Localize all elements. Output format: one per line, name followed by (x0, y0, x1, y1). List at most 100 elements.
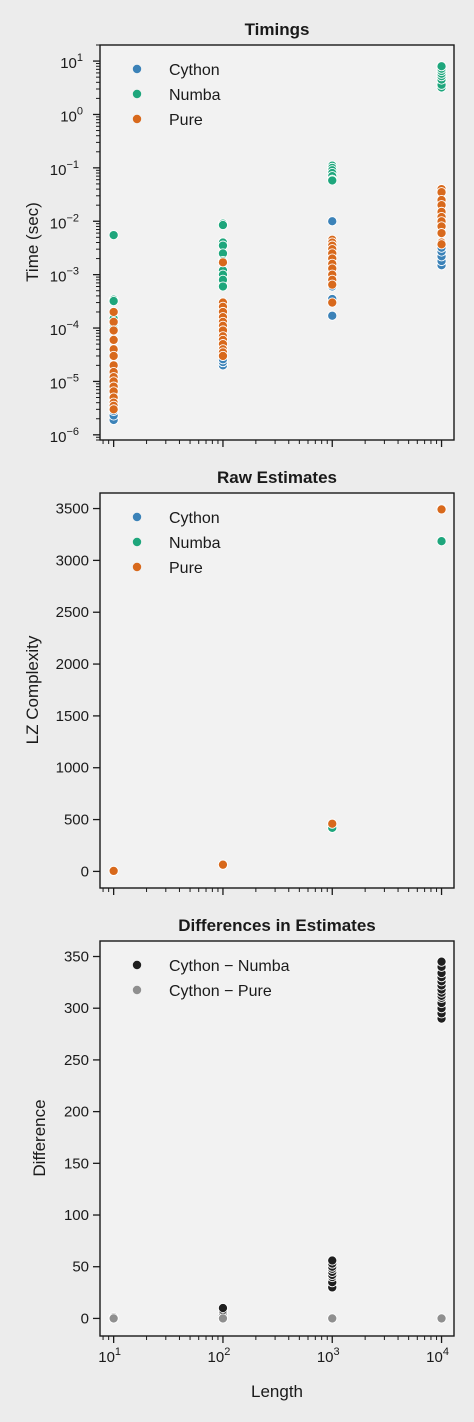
differences-in-estimates-y-tick-label: 50 (72, 1259, 89, 1276)
raw-estimates-point-pure (108, 865, 119, 876)
differences-in-estimates-x-tick-label: 102 (208, 1346, 231, 1366)
timings-y-tick-label: 10−4 (50, 319, 79, 339)
timings-y-tick-label: 10−6 (50, 426, 79, 446)
timings-panel: Timings Time (sec) 10−6 10−5 10−4 10−3 10−2 1… (23, 20, 455, 447)
timings-y-tick-label: 10−3 (50, 266, 79, 286)
timings-legend-label: Cython (169, 62, 220, 79)
differences-in-estimates-point-cython-numba (327, 1255, 338, 1266)
raw-estimates-points (108, 503, 447, 876)
timings-y-axis-label: Time (sec) (23, 202, 42, 282)
differences-in-estimates-x-tick-label: 104 (426, 1346, 449, 1366)
timings-point-numba (108, 296, 119, 307)
timings-legend-label: Pure (169, 112, 203, 129)
raw-estimates-legend-marker (132, 562, 142, 572)
differences-frame (99, 940, 455, 1337)
raw-estimates-point-pure (217, 859, 229, 870)
timings-y-tick-label: 10−1 (50, 159, 79, 179)
timings-point-numba (217, 219, 229, 231)
timings-point-pure (108, 350, 119, 362)
timings-point-numba (327, 175, 338, 186)
timings-point-pure (108, 325, 119, 336)
timings-frame (99, 44, 455, 441)
timings-title: Timings (245, 20, 310, 39)
timings-legend-label: Numba (169, 87, 221, 104)
raw-estimates-y-tick-label: 2500 (56, 604, 89, 621)
timings-y-tick-label: 100 (60, 105, 83, 125)
differences-in-estimates-point-cython-pure (217, 1313, 229, 1324)
differences-in-estimates-x-tick-label: 103 (317, 1346, 340, 1366)
differences-in-estimates-y-tick-label: 150 (64, 1155, 89, 1172)
differences-in-estimates-legend-label: Cython − Pure (169, 983, 272, 1000)
raw-estimates-legend: Cython Numba Pure (132, 510, 221, 577)
timings-point-pure (108, 306, 119, 318)
raw-estimates-y-tick-label: 3500 (56, 501, 89, 518)
timings-legend-marker (132, 89, 142, 99)
timings-point-numba (217, 281, 229, 292)
differences-in-estimates-y-tick-label: 250 (64, 1052, 89, 1069)
timings-legend-marker (132, 114, 142, 124)
differences-in-estimates-point-cython-pure (436, 1313, 447, 1324)
differences-title: Differences in Estimates (178, 916, 375, 935)
timings-point-pure (217, 350, 229, 362)
raw-estimates-y-tick-label: 0 (81, 863, 89, 880)
raw-estimates-y-tick-label: 1500 (56, 708, 89, 725)
raw-estimates-plot-area (100, 493, 454, 888)
raw-estimates-frame (99, 492, 455, 889)
timings-y-tick-label: 10−2 (50, 212, 79, 232)
differences-in-estimates-y-tick-label: 0 (81, 1310, 89, 1327)
raw-estimates-y-axis-label: LZ Complexity (23, 635, 42, 744)
differences-in-estimates-legend-label: Cython − Numba (169, 958, 290, 975)
differences-points (108, 956, 447, 1324)
raw-estimates-panel: Raw Estimates LZ Complexity 0 500 1000 1500… (23, 468, 455, 895)
timings-point-pure (436, 239, 447, 250)
timings-y-tick-label: 10−5 (50, 372, 79, 392)
differences-in-estimates-y-tick-label: 100 (64, 1207, 89, 1224)
timings-point-numba (108, 230, 119, 241)
differences-in-estimates-point-cython-numba (217, 1303, 229, 1314)
timings-point-cython (327, 216, 338, 227)
differences-in-estimates-legend-marker (132, 960, 142, 970)
timings-point-pure (108, 404, 119, 415)
x-axis-label: Length (251, 1382, 303, 1401)
differences-in-estimates-y-tick-label: 350 (64, 949, 89, 966)
timings-point-pure (217, 257, 229, 268)
timings-points (108, 61, 447, 425)
differences-legend: Cython − Numba Cython − Pure (132, 958, 290, 1000)
raw-estimates-y-tick-label: 3000 (56, 552, 89, 569)
raw-estimates-y-tick-label: 1000 (56, 760, 89, 777)
timings-point-pure (436, 228, 447, 239)
raw-estimates-point-pure (327, 818, 338, 829)
differences-y-axis-label: Difference (30, 1099, 49, 1176)
differences-plot-area (100, 941, 454, 1336)
differences-in-estimates-point-cython-numba (436, 956, 447, 967)
timings-y-tick-label: 101 (60, 52, 83, 72)
differences-panel: Differences in Estimates Difference 101 1… (30, 916, 455, 1366)
timings-point-pure (327, 297, 338, 308)
raw-estimates-point-pure (436, 504, 447, 515)
timings-point-cython (327, 310, 338, 321)
differences-in-estimates-y-tick-label: 200 (64, 1104, 89, 1121)
differences-in-estimates-y-tick-label: 300 (64, 1000, 89, 1017)
raw-estimates-legend-marker (132, 537, 142, 547)
raw-estimates-legend-label: Pure (169, 560, 203, 577)
timings-plot-area (100, 45, 454, 440)
raw-estimates-y-tick-label: 2000 (56, 656, 89, 673)
timings-point-pure (108, 316, 119, 328)
timings-point-numba (436, 61, 447, 72)
raw-estimates-legend-label: Numba (169, 535, 221, 552)
differences-in-estimates-x-tick-label: 101 (98, 1346, 121, 1366)
differences-in-estimates-legend-marker (132, 985, 142, 995)
raw-estimates-legend-marker (132, 512, 142, 522)
timings-legend-marker (132, 64, 142, 74)
raw-estimates-legend-label: Cython (169, 510, 220, 527)
differences-in-estimates-point-cython-pure (327, 1313, 338, 1324)
raw-estimates-axis-ticks: 0 500 1000 1500 2000 2500 3000 3500 (56, 501, 443, 895)
raw-estimates-y-tick-label: 500 (64, 812, 89, 829)
timings-point-pure (327, 279, 338, 290)
timings-point-pure (108, 334, 119, 345)
timings-legend: Cython Numba Pure (132, 62, 221, 129)
raw-estimates-title: Raw Estimates (217, 468, 337, 487)
raw-estimates-point-numba (436, 536, 447, 547)
differences-in-estimates-point-cython-pure (108, 1313, 119, 1324)
